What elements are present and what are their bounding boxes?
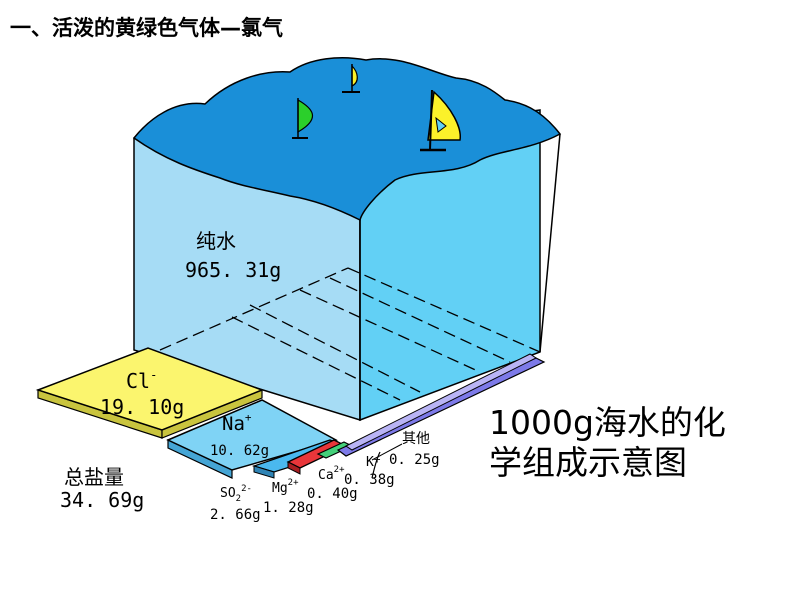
cl-slab-top bbox=[35, 347, 265, 431]
cl-name-label: Cl- bbox=[126, 368, 157, 393]
mg-name-label: Mg2+ bbox=[272, 478, 299, 496]
sailboat-large-icon bbox=[420, 89, 461, 152]
sailboat-small-icon bbox=[342, 64, 360, 93]
hidden-edges bbox=[159, 267, 541, 401]
mg-slab-front bbox=[287, 461, 301, 475]
slide-title: 一、活泼的黄绿色气体—氯气 bbox=[10, 16, 283, 40]
so4-slab-front bbox=[253, 465, 275, 479]
k-leader-line bbox=[371, 451, 381, 479]
water-mass-label: 965. 31g bbox=[185, 258, 281, 282]
caption-line-1: 1000g海水的化 bbox=[489, 403, 726, 442]
na-slab-top bbox=[166, 399, 338, 471]
cl-mass-label: 19. 10g bbox=[100, 395, 184, 419]
other-name-label: 其他 bbox=[402, 431, 430, 447]
so4-mass-label: 2. 66g bbox=[210, 507, 261, 523]
ca-name-label: Ca2+ bbox=[318, 465, 345, 483]
ca-mass-label: 0. 40g bbox=[307, 486, 358, 502]
other-mass-label: 0. 25g bbox=[389, 452, 440, 468]
caption-line-2: 学组成示意图 bbox=[489, 443, 687, 482]
water-top-surface bbox=[132, 56, 562, 222]
na-name-label: Na+ bbox=[222, 411, 252, 435]
other-slab-top bbox=[345, 353, 537, 451]
k-mass-label: 0. 38g bbox=[344, 472, 395, 488]
so4-name-label: SO22- bbox=[220, 484, 252, 504]
total-salt-label: 总盐量 bbox=[64, 465, 124, 489]
mg-mass-label: 1. 28g bbox=[263, 500, 314, 516]
water-name-label: 纯水 bbox=[196, 229, 236, 253]
k-name-label: K+ bbox=[366, 453, 381, 470]
total-salt-mass: 34. 69g bbox=[60, 488, 144, 512]
sailboat-green-icon bbox=[292, 98, 313, 139]
water-right-edge bbox=[539, 133, 561, 353]
na-mass-label: 10. 62g bbox=[210, 443, 269, 459]
other-leader-line bbox=[371, 443, 403, 461]
